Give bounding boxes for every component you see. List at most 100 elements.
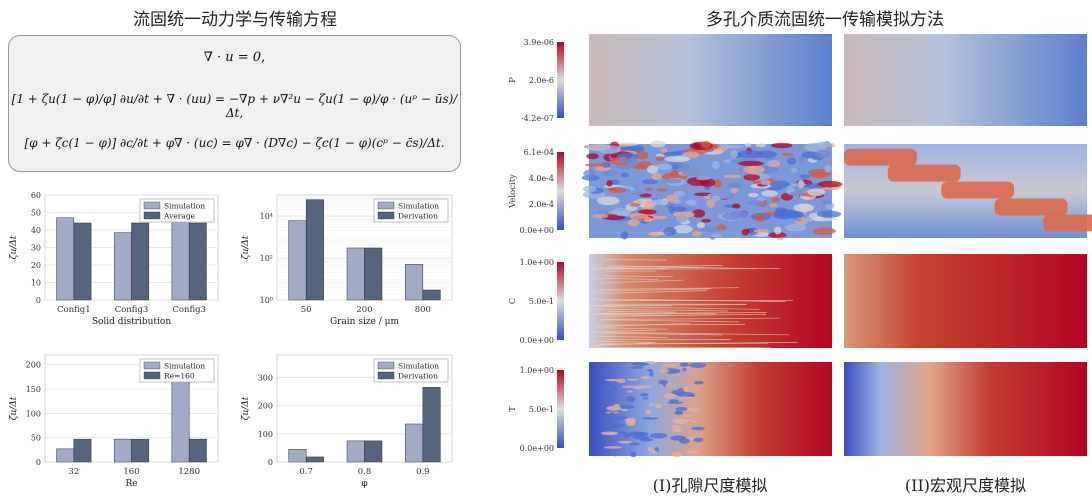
temperature-finger [639,392,649,397]
temperature-finger [645,410,652,415]
velocity-blob [660,147,668,153]
velocity-blob [677,163,690,172]
temperature-finger [603,424,622,428]
velocity-blob [672,225,693,234]
field-name-label: P [508,77,518,83]
bar-simulation [346,247,365,301]
velocity-blob [644,200,655,210]
velocity-blob [668,205,675,214]
y-axis-label: ζu/Δt [9,235,19,259]
x-tick-label: Config3 [172,305,206,315]
velocity-channel [994,198,1068,216]
bar-simulation [405,264,424,301]
temperature-finger [682,367,687,372]
temperature-finger [654,403,662,409]
velocity-blob [583,185,597,193]
x-axis-label: φ [361,479,367,489]
temperature-finger [630,451,637,458]
velocity-blob [807,188,826,196]
legend-label: Simulation [398,202,439,211]
temperature-finger [649,432,668,439]
concentration-streak [604,329,656,332]
bar-simulation [405,423,424,463]
legend-label: Simulation [164,362,205,371]
velocity-blob [655,156,665,162]
bar-derivation [364,247,383,301]
x-tick-label: 0.9 [416,467,430,477]
temperature-finger [671,389,686,395]
y-tick-label: 50 [31,209,41,218]
velocity-blob [616,213,630,217]
velocity-blob [693,142,700,149]
velocity-blob [824,165,832,173]
velocity-blob [729,211,749,218]
temperature-finger [647,446,653,452]
chart-porosity: 0 100 200 300 0.7 0.8 0.9 φ ζu/Δt SimulationDeriv… [241,354,453,489]
bar-derivation [422,387,441,463]
concentration-streak [598,279,684,284]
caption-macro-scale: (II)宏观尺度模拟 [904,476,1027,495]
colorbar-tick-label: 2.0e-6 [529,76,554,85]
colorbar-t [557,370,564,448]
concentration-streak [590,277,658,280]
velocity-blob [743,174,760,181]
colorbar-tick-label: 1.0e+00 [520,258,554,267]
legend-swatch [377,211,395,220]
y-axis-label: ζu/Δt [241,396,251,420]
caption-pore-scale: (I)孔隙尺度模拟 [652,476,768,495]
temperature-finger [683,386,689,392]
x-axis-label: Grain size / μm [330,317,400,327]
temperature-finger [672,427,682,433]
temperature-finger [669,399,679,403]
legend-swatch [143,371,161,380]
velocity-blob [641,179,659,185]
left-title: 流固统一动力学与传输方程 [133,10,337,30]
y-tick-label: 30 [31,244,41,253]
velocity-channel [887,164,961,182]
velocity-blob [788,191,806,196]
velocity-blob [716,224,728,231]
temperature-finger [606,405,622,411]
velocity-blob [629,203,641,207]
pore-pressure-map [589,34,832,126]
velocity-blob [732,203,741,209]
temperature-finger [626,378,639,381]
chart-grain-size: 10⁰ 10² 10⁴ 50 200 800 Grain size / μm ζu/Δt Sim… [241,194,453,327]
temperature-finger [605,398,618,402]
temperature-finger [624,417,636,423]
legend-label: Simulation [398,362,439,371]
x-tick-label: 32 [68,467,79,477]
velocity-blob [815,149,831,159]
bar-re-160 [188,438,207,463]
velocity-blob [771,197,780,203]
temperature-finger [641,417,659,420]
velocity-blob [754,213,765,223]
velocity-blob [753,229,770,233]
field-maps: 3.9e-06 2.0e-6 -4.2e-07 P 6.1e-04 4.0e-4 2.0e-… [508,34,1092,458]
velocity-blob [682,151,700,159]
y-tick-label: 0 [36,296,41,305]
temperature-finger [659,368,670,373]
y-tick-label: 150 [26,385,41,394]
transport-equation: [φ + ζc(1 − φ)] ∂c/∂t + φ∇ · (uc) = φ∇ ·… [24,136,445,150]
temperature-finger [649,403,654,406]
legend-label: Derivation [398,372,438,381]
concentration-streak [600,332,723,336]
temperature-finger [631,362,650,366]
velocity-blob [663,178,682,184]
temperature-finger [674,410,684,415]
y-tick-label: 0 [268,458,273,467]
concentration-streak [597,335,668,338]
velocity-blob [781,152,794,157]
y-tick-label: 50 [31,434,41,443]
temperature-finger [663,393,676,399]
velocity-blob [711,195,721,202]
temperature-finger [678,396,695,399]
temperature-finger [623,432,631,439]
bar-simulation [113,232,132,301]
x-axis-label: Re [125,479,137,489]
velocity-blob [615,164,632,170]
bar-simulation [56,217,75,301]
colorbar-tick-label: 5.0e-1 [529,297,554,306]
bar-simulation [113,438,132,463]
